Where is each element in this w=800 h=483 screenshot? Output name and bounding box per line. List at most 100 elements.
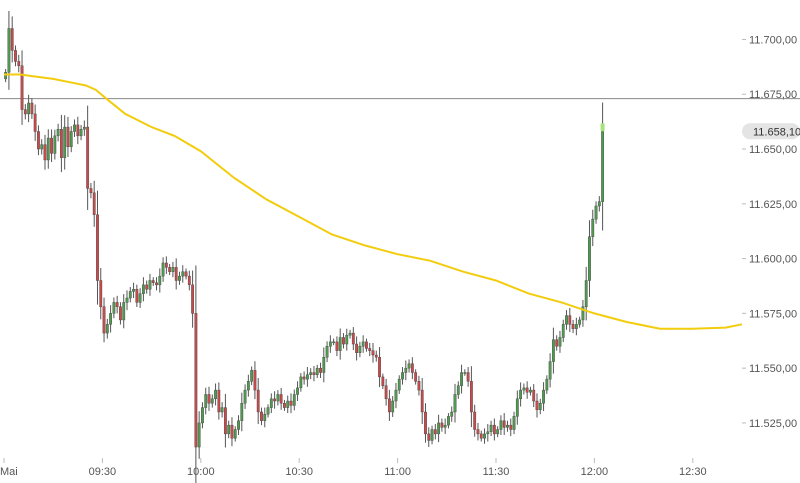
candle-body: [430, 429, 434, 441]
candle-body: [466, 372, 470, 382]
candle-body: [194, 313, 198, 448]
candle-body: [171, 267, 175, 272]
candle-body: [292, 394, 296, 406]
candle-body: [46, 137, 50, 161]
candle-body: [417, 381, 421, 391]
y-tick-label: 11.700,00: [749, 34, 797, 46]
candle-body: [73, 124, 76, 132]
candle-body: [40, 144, 44, 150]
candle-body: [420, 389, 424, 413]
candle-body: [276, 394, 280, 402]
candle-body: [342, 337, 345, 345]
candle-body: [37, 131, 40, 150]
candle-body: [407, 363, 411, 369]
candle-body: [164, 262, 168, 268]
candle-body: [538, 403, 542, 410]
candle-body: [545, 378, 549, 391]
candle-body: [552, 339, 555, 362]
candle-body: [476, 429, 480, 435]
candle-body: [463, 372, 467, 374]
candle-body: [23, 109, 27, 115]
candle-body: [102, 306, 106, 334]
candle-body: [404, 367, 408, 373]
candle-body: [119, 306, 122, 321]
candle-body: [96, 214, 99, 281]
candle-body: [4, 72, 8, 80]
y-tick-label: 11.550,00: [749, 363, 797, 375]
candle-body: [89, 188, 93, 194]
candle-body: [601, 131, 605, 202]
candle-body: [76, 124, 80, 137]
candle-body: [496, 429, 500, 435]
candle-body: [332, 341, 336, 344]
candle-body: [594, 205, 598, 220]
candle-body: [63, 126, 67, 158]
candle-body: [529, 389, 532, 393]
candle-body: [519, 389, 523, 400]
candle-body: [50, 137, 53, 154]
moving-average-line: [4, 73, 743, 330]
candle-body: [220, 407, 224, 413]
candle-body: [535, 400, 539, 410]
candle-body: [328, 341, 332, 347]
candle-body: [230, 424, 234, 439]
candle-body: [312, 372, 316, 375]
candle-body: [227, 424, 231, 435]
candle-body: [460, 372, 463, 386]
candle-body: [115, 302, 119, 307]
candle-body: [184, 271, 188, 277]
candle-body: [105, 324, 109, 334]
candle-body: [217, 389, 221, 413]
candle-body: [168, 267, 172, 272]
candle-body: [210, 398, 214, 404]
candle-body: [99, 280, 103, 307]
candle-body: [197, 422, 201, 448]
candle-body: [437, 422, 440, 435]
candle-body: [132, 289, 135, 292]
candle-body: [266, 407, 270, 415]
candle-body: [207, 394, 211, 404]
candle-body: [374, 354, 378, 358]
candle-body: [309, 372, 313, 375]
candle-body: [223, 407, 227, 435]
candle-body: [355, 343, 358, 354]
candle-body: [315, 367, 319, 375]
candle-body: [233, 429, 237, 439]
candle-body: [56, 129, 60, 137]
candle-body: [286, 400, 290, 408]
candle-body: [345, 335, 349, 345]
candle-body: [128, 291, 132, 299]
candle-body: [456, 385, 460, 395]
candle-body: [289, 400, 293, 406]
candle-body: [565, 315, 568, 325]
candle-body: [250, 370, 254, 382]
candle-body: [322, 356, 326, 373]
candle-body: [325, 346, 329, 358]
last-candle-highlight: [600, 123, 605, 132]
candle-body: [358, 346, 362, 354]
candle-body: [479, 433, 483, 439]
candle-body: [335, 341, 339, 351]
x-tick-label: 10:30: [285, 466, 313, 478]
candle-body: [243, 389, 247, 404]
candle-body: [181, 271, 185, 277]
candle-body: [33, 113, 37, 132]
candle-body: [509, 424, 513, 430]
candle-body: [542, 389, 545, 404]
candle-body: [174, 267, 178, 281]
candle-body: [502, 420, 506, 428]
candle-body: [256, 389, 260, 413]
candle-body: [53, 135, 57, 154]
candle-body: [450, 411, 454, 417]
candle-body: [525, 387, 529, 393]
candle-body: [401, 372, 404, 380]
moving-average-layer: [4, 73, 743, 330]
y-tick-label: 11.525,00: [749, 418, 797, 430]
y-tick-label: 11.575,00: [749, 308, 797, 320]
last-price-tag: 11.658,10: [742, 123, 800, 140]
candle-body: [79, 129, 83, 137]
last-price-badge: [742, 123, 800, 140]
candle-body: [483, 433, 486, 439]
candle-body: [187, 275, 191, 286]
candle-body: [214, 389, 217, 400]
